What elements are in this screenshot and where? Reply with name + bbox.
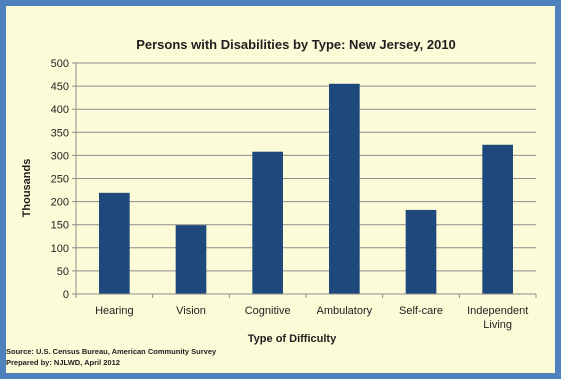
x-axis-tick-labels: Hearing Vision Cognitive Ambulatory Self-car… <box>75 294 537 331</box>
bar-self-care <box>405 209 437 294</box>
x-tick-label: Living <box>483 319 512 331</box>
x-tick-label: Hearing <box>95 305 134 317</box>
y-tick-label: 100 <box>51 243 69 255</box>
source-note: Source: U.S. Census Bureau, American Com… <box>6 347 217 356</box>
x-tick-label: Cognitive <box>245 305 291 317</box>
x-tick-label: Independent <box>467 305 528 317</box>
x-tick-label: Ambulatory <box>317 305 373 317</box>
y-tick-label: 50 <box>57 266 69 278</box>
y-tick-label: 0 <box>63 289 69 301</box>
x-tick-label: Self-care <box>399 305 443 317</box>
y-tick-label: 200 <box>51 197 69 209</box>
y-tick-label: 400 <box>51 104 69 116</box>
bar-cognitive <box>252 151 283 294</box>
y-tick-label: 300 <box>51 150 69 162</box>
bar-vision <box>175 225 207 294</box>
y-tick-label: 500 <box>51 58 69 70</box>
chart-title: Persons with Disabilities by Type: New J… <box>136 37 456 52</box>
x-axis-label: Type of Difficulty <box>248 333 337 345</box>
y-axis-tick-labels: 0 50 100 150 200 250 300 350 400 450 500 <box>51 58 76 301</box>
bar-hearing <box>99 192 130 294</box>
y-tick-label: 250 <box>51 174 69 186</box>
prepared-note: Prepared by: NJLWD, April 2012 <box>6 358 120 367</box>
chart-footer: Source: U.S. Census Bureau, American Com… <box>6 346 546 368</box>
y-tick-label: 350 <box>51 127 69 139</box>
chart: Persons with Disabilities by Type: New J… <box>21 37 537 345</box>
y-axis-label: Thousands <box>21 159 33 218</box>
bars <box>99 83 513 294</box>
gridlines <box>76 62 536 272</box>
y-tick-label: 450 <box>51 81 69 93</box>
bar-independent-living <box>482 144 513 294</box>
bar-ambulatory <box>329 83 360 294</box>
y-tick-label: 150 <box>51 220 69 232</box>
x-tick-label: Vision <box>176 305 206 317</box>
